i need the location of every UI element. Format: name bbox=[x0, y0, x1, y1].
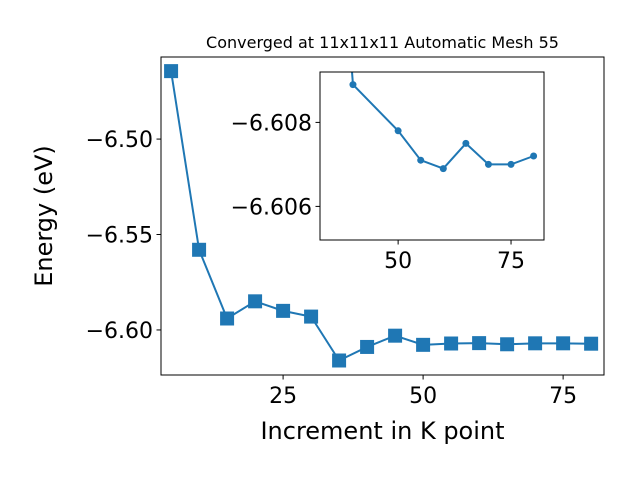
marker bbox=[472, 336, 487, 351]
marker bbox=[388, 328, 403, 343]
y-tick-label: −6.606 bbox=[231, 195, 312, 220]
marker bbox=[528, 336, 543, 351]
marker bbox=[360, 339, 375, 354]
series-line bbox=[170, 70, 592, 362]
marker bbox=[248, 294, 263, 309]
marker bbox=[276, 303, 291, 318]
x-axis-label: Increment in K point bbox=[260, 417, 504, 445]
marker bbox=[220, 311, 235, 326]
marker bbox=[417, 156, 425, 164]
plot-frame bbox=[319, 71, 545, 241]
plot-frame bbox=[160, 56, 605, 376]
marker bbox=[332, 353, 347, 368]
x-tick-label: 50 bbox=[409, 384, 437, 409]
marker bbox=[349, 81, 357, 89]
marker bbox=[500, 337, 515, 352]
marker bbox=[192, 242, 207, 257]
y-tick-label: −6.60 bbox=[86, 319, 153, 344]
marker bbox=[530, 152, 538, 160]
x-tick-label: 75 bbox=[497, 249, 525, 274]
y-tick-label: −6.55 bbox=[86, 224, 153, 249]
y-axis-label: Energy (eV) bbox=[30, 145, 58, 287]
x-tick-label: 75 bbox=[549, 384, 577, 409]
marker bbox=[394, 127, 402, 135]
marker bbox=[507, 160, 515, 168]
y-tick-label: −6.50 bbox=[86, 128, 153, 153]
marker bbox=[484, 160, 492, 168]
marker bbox=[439, 165, 447, 173]
marker bbox=[556, 336, 571, 351]
marker bbox=[462, 139, 470, 147]
marker bbox=[584, 336, 599, 351]
marker bbox=[444, 336, 459, 351]
x-tick-label: 50 bbox=[384, 249, 412, 274]
marker bbox=[304, 309, 319, 324]
x-tick-label: 25 bbox=[269, 384, 297, 409]
plot-area bbox=[320, 72, 544, 240]
marker bbox=[416, 337, 431, 352]
y-tick-label: −6.608 bbox=[231, 111, 312, 136]
marker bbox=[164, 64, 179, 79]
chart-title: Converged at 11x11x11 Automatic Mesh 55 bbox=[206, 33, 559, 52]
